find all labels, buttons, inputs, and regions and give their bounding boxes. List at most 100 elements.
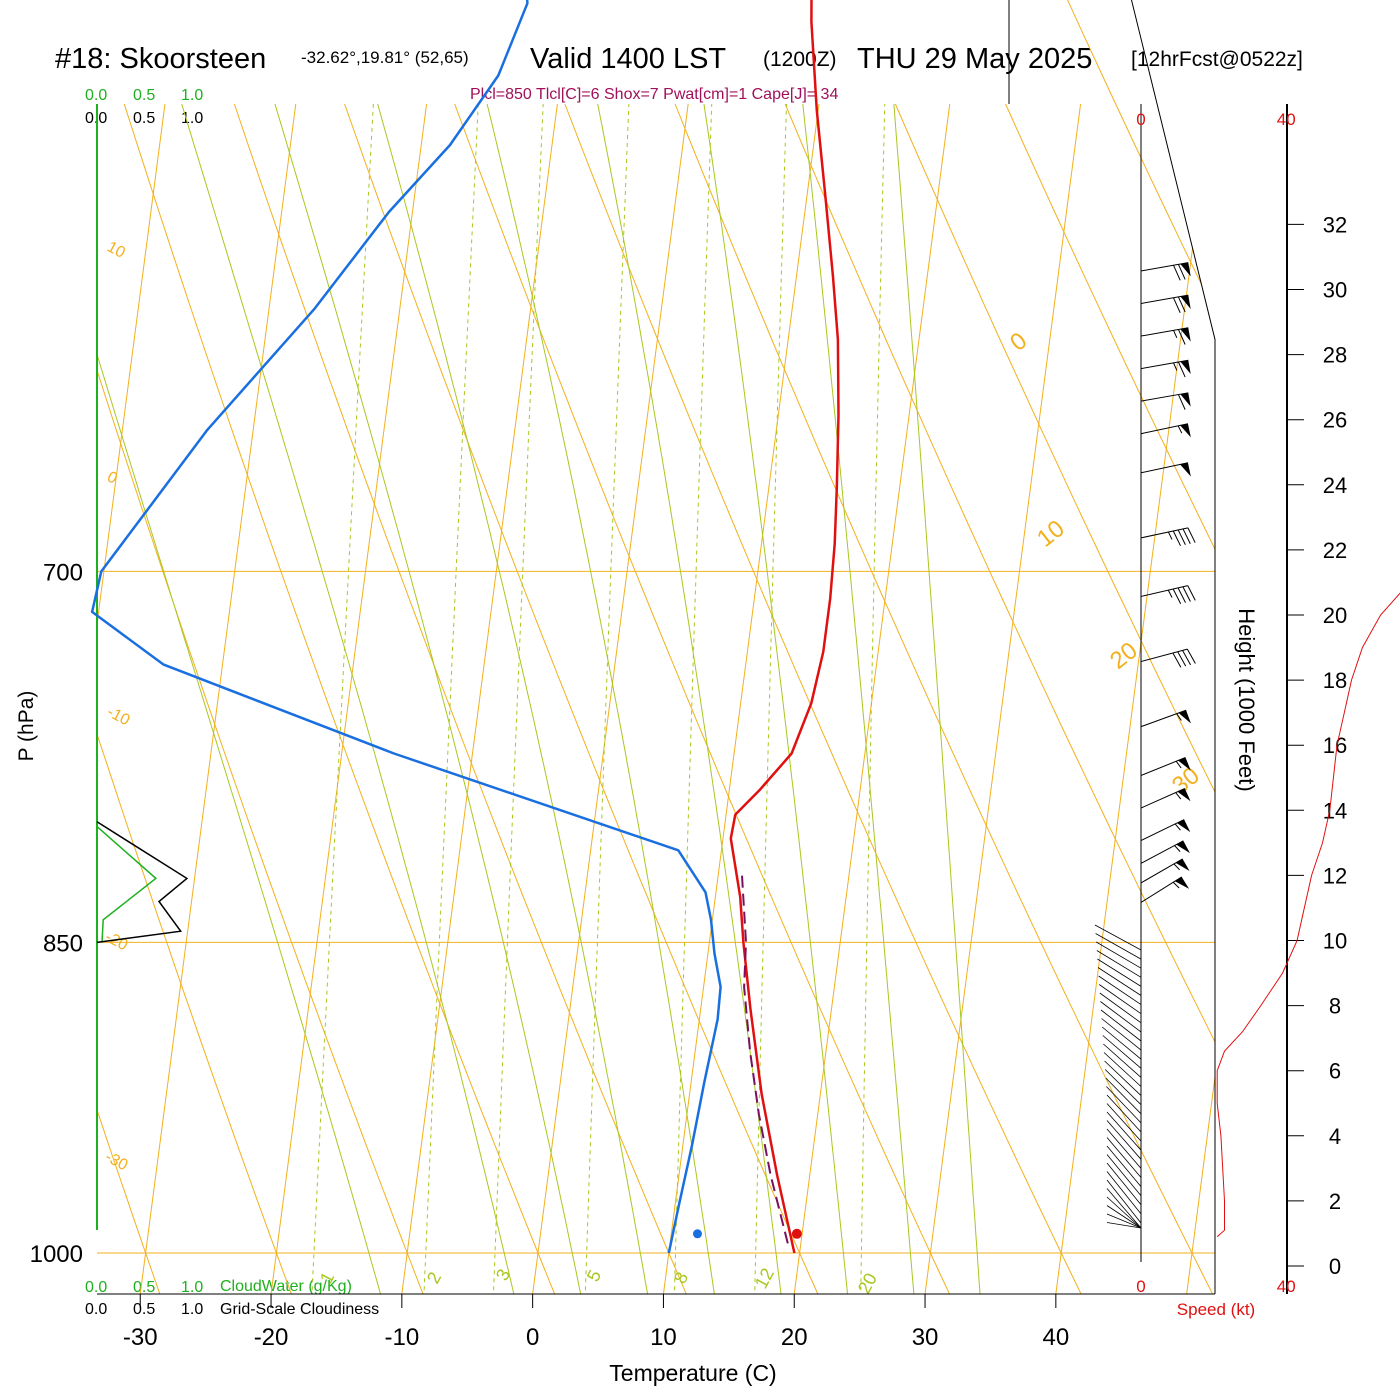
dry-adiabat-line (97, 0, 710, 1295)
speed-tick-label-bottom: 0 (1136, 1277, 1145, 1296)
wind-barb-half (1174, 845, 1181, 852)
speed-tick-label-top: 0 (1136, 110, 1145, 129)
wind-barb-flag (1180, 262, 1191, 277)
moist-adiabat-line (187, 0, 788, 1295)
low-level-wind-barb (1096, 950, 1142, 978)
wind-barb-full (1172, 588, 1182, 604)
wind-barb-flag (1180, 360, 1191, 375)
isotherm-line (924, 103, 1082, 1295)
cloudwater-tick-bottom: 0.5 (133, 1279, 155, 1296)
height-tick-label: 12 (1323, 863, 1347, 888)
dry-adiabat-line (97, 0, 312, 1295)
speed-tick-label-top: 40 (1277, 110, 1296, 129)
wind-barb-full (1177, 529, 1186, 545)
mixing-ratio-label: 8 (670, 1269, 692, 1287)
wind-barb-full (1173, 297, 1181, 314)
wind-barb-full (1177, 361, 1186, 378)
isotherm-line (1186, 103, 1215, 1295)
mixing-ratio-line (421, 0, 509, 1295)
mixing-ratio-line (672, 0, 735, 1295)
height-axis-title: Height (1000 Feet) (1234, 608, 1259, 791)
mixing-ratio-label: 5 (583, 1267, 605, 1285)
wind-barb-flag (1180, 462, 1191, 477)
mixing-ratio-line (583, 0, 655, 1295)
wind-barb-half (1175, 792, 1182, 800)
low-level-wind-barb (1106, 1222, 1142, 1229)
isotherm-label: 0 (104, 469, 120, 488)
cloudiness-tick-bottom: 0.0 (85, 1301, 107, 1318)
wind-barb (1140, 709, 1191, 728)
isotherm-line (139, 103, 297, 1295)
height-tick-label: 32 (1323, 212, 1347, 237)
wind-barb-flag (1180, 327, 1191, 342)
cloudiness-tick-bottom: 1.0 (181, 1301, 203, 1318)
mixing-ratio-line (753, 0, 807, 1295)
dry-adiabat-line (97, 0, 842, 1295)
wind-barb (1140, 788, 1191, 809)
wind-barb-flag (1180, 392, 1191, 407)
dry-adiabat-line (97, 0, 179, 1295)
dry-adiabat-line (97, 0, 577, 1295)
dry-adiabat-line (828, 0, 1215, 1295)
forecast-info: [12hrFcst@0522z] (1131, 48, 1303, 71)
wind-barb (1140, 262, 1191, 281)
dry-adiabat-label: 10 (1032, 515, 1070, 553)
wind-barb (1140, 462, 1191, 477)
wind-barb-full (1177, 329, 1186, 345)
cloudwater-line (96, 826, 158, 943)
low-level-wind-barb (1098, 984, 1142, 1015)
x-tick-label: 10 (650, 1324, 677, 1351)
wind-barb (1140, 359, 1191, 378)
dry-adiabat-line (1176, 0, 1215, 1295)
dry-adiabat-line (306, 0, 1215, 1295)
moist-adiabat-line (97, 0, 527, 1295)
wind-barb-half (1172, 881, 1180, 889)
isotherm-line (793, 103, 951, 1295)
height-tick-label: 2 (1329, 1189, 1341, 1214)
valid-time: Valid 1400 LST (530, 43, 726, 75)
wind-barb-staff (1140, 527, 1189, 539)
wind-barb-full (1182, 650, 1191, 666)
height-tick-label: 6 (1329, 1059, 1341, 1084)
low-level-wind-barb (1106, 1196, 1142, 1229)
thermo-grid (97, 0, 1215, 1295)
wind-barb-flag (1178, 757, 1191, 771)
mixing-ratio-line (490, 0, 572, 1295)
moist-adiabat-line (361, 0, 854, 1295)
wind-panel (1094, 262, 1400, 1238)
isotherm-label: -30 (102, 1149, 130, 1175)
station-title: #18: Skoorsteen (55, 43, 266, 75)
dry-adiabat-line (654, 0, 1215, 1295)
wind-barb-full (1173, 265, 1181, 281)
low-level-wind-barb (1106, 1120, 1142, 1160)
height-tick-label: 28 (1323, 343, 1347, 368)
mixing-ratio-label: 3 (492, 1266, 514, 1284)
low-level-wind-barb (1104, 1060, 1142, 1096)
cloudiness-label: Grid-Scale Cloudiness (220, 1301, 379, 1318)
wind-barb-half (1174, 823, 1181, 831)
low-level-wind-barb (1101, 1026, 1142, 1060)
isotherm-label: 10 (104, 239, 128, 262)
wind-barb (1140, 527, 1196, 547)
wind-barb (1140, 648, 1196, 668)
plot-frame (96, 0, 1288, 1295)
surface-dewpoint-dot (692, 1229, 702, 1239)
wind-barb (1140, 423, 1191, 438)
isotherm-line (97, 103, 166, 1295)
wind-barb-staff (1140, 819, 1185, 842)
sounding-series (90, 0, 840, 1254)
cloudwater-tick-top: 1.0 (181, 87, 203, 104)
mixing-ratio-line (308, 0, 408, 1295)
speed-axis-title: Speed (kt) (1177, 1300, 1255, 1319)
wind-barb-flag (1176, 840, 1190, 854)
wind-barb-full (1177, 264, 1186, 280)
low-level-wind-barb (1106, 1205, 1142, 1229)
low-level-wind-barb (1106, 1103, 1142, 1142)
cloudiness-tick-top: 0.5 (133, 110, 155, 127)
low-level-wind-barb (1106, 1213, 1142, 1229)
moist-adiabat-line (732, 0, 985, 1295)
dry-adiabat-line (97, 0, 444, 1295)
low-level-wind-barb (1103, 1052, 1142, 1087)
height-tick-label: 30 (1323, 278, 1347, 303)
wind-barb-flag (1178, 710, 1191, 724)
